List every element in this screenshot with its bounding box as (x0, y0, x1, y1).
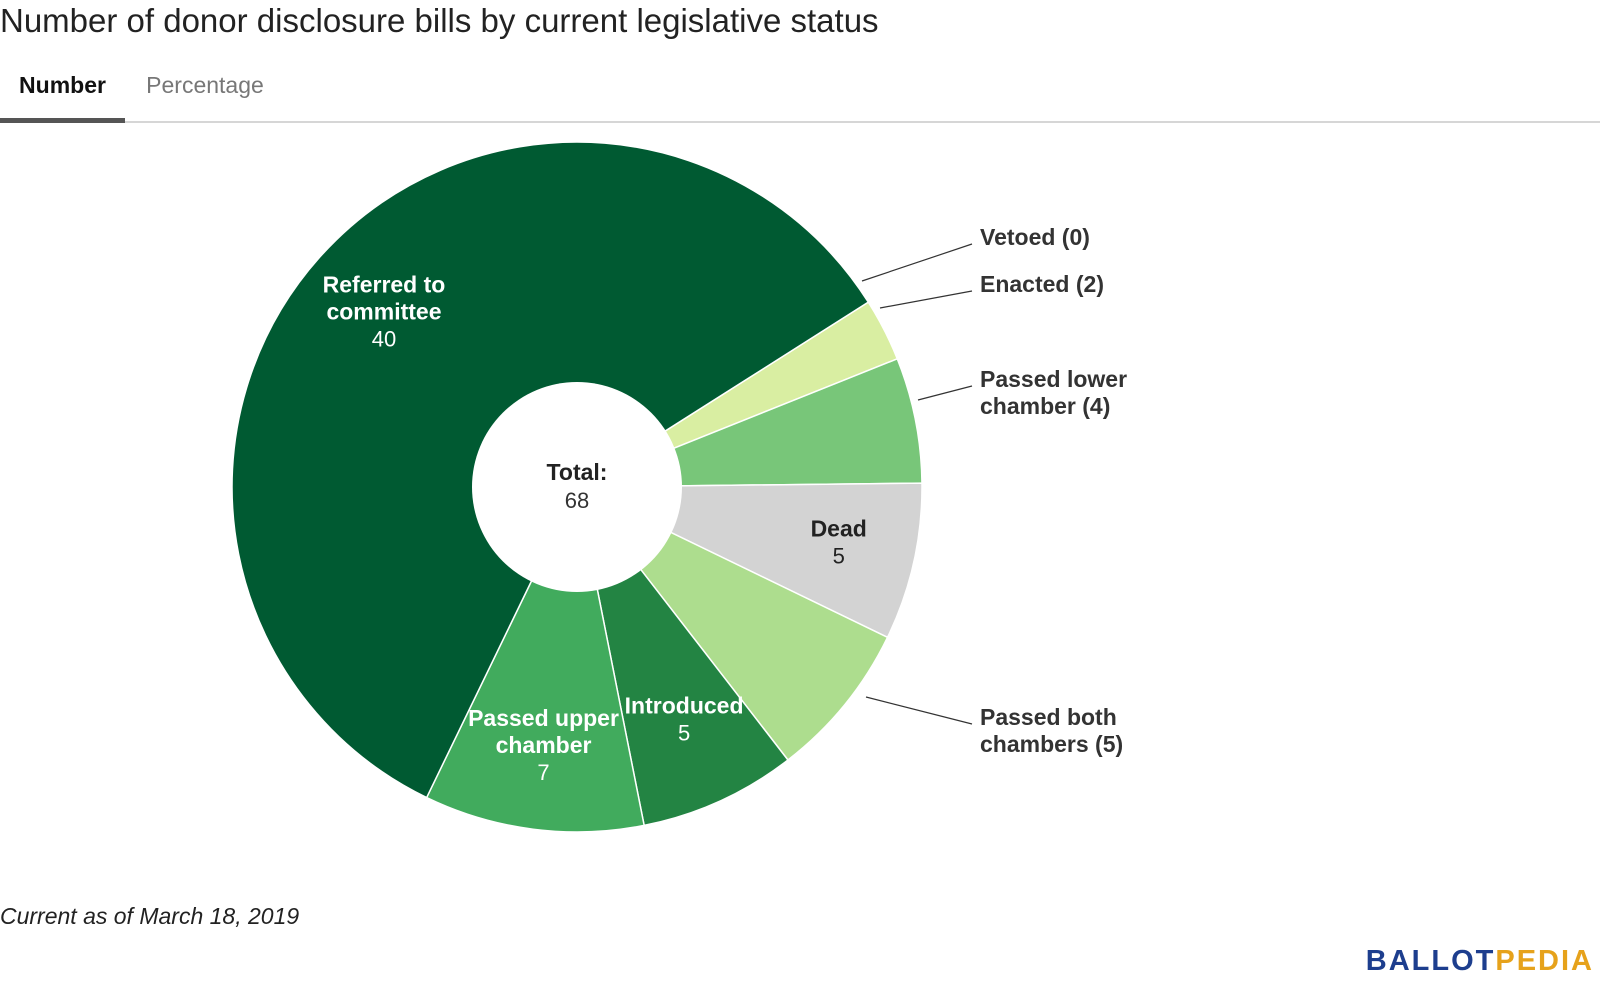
slice-label-passed-upper-chamber: Passed upper chamber 7 (468, 705, 619, 785)
outside-label-line: chambers (5) (980, 731, 1123, 757)
leader-line-passed-lower-chamber (917, 385, 973, 401)
donut-hole (472, 382, 682, 592)
center-total-value: 68 (565, 488, 589, 513)
slice-value-referred-to-committee: 40 (372, 326, 396, 351)
outside-label-line: Vetoed (0) (980, 224, 1090, 250)
outside-label-vetoed: Vetoed (0) (980, 224, 1090, 250)
leader-line-passed-both-chambers (865, 696, 973, 725)
slice-value-introduced: 5 (678, 720, 690, 745)
outside-label-passed-both-chambers: Passed both chambers (5) (980, 704, 1123, 757)
slice-label-line: Dead (811, 516, 867, 542)
footnote: Current as of March 18, 2019 (0, 903, 300, 929)
tab-percentage[interactable]: Percentage (146, 72, 264, 98)
tabs-divider (0, 121, 1600, 123)
ballotpedia-logo[interactable]: BALLOTPEDIA (1366, 945, 1594, 978)
chart-title: Number of donor disclosure bills by curr… (0, 2, 879, 39)
outside-label-passed-lower-chamber: Passed lower chamber (4) (980, 366, 1127, 419)
slice-label-introduced: Introduced 5 (625, 692, 744, 745)
slice-label-line: Passed upper (468, 705, 619, 731)
leader-line-enacted (879, 290, 973, 309)
slice-label-line: committee (326, 298, 441, 324)
logo-part-pedia: PEDIA (1495, 945, 1594, 977)
leader-line-vetoed (861, 243, 973, 282)
slice-label-line: Referred to (323, 271, 446, 297)
slice-label-referred-to-committee: Referred to committee 40 (323, 271, 446, 351)
tab-number[interactable]: Number (0, 72, 125, 123)
slice-label-dead: Dead 5 (811, 516, 867, 569)
outside-label-enacted: Enacted (2) (980, 271, 1104, 297)
center-total-label: Total: (547, 459, 608, 485)
logo-part-ballot: BALLOT (1365, 945, 1496, 977)
slice-label-line: Introduced (625, 692, 744, 718)
view-tabs: Number Percentage (0, 62, 1600, 123)
outside-label-line: Passed both (980, 704, 1117, 730)
slice-label-line: chamber (496, 732, 592, 758)
outside-label-line: chamber (4) (980, 393, 1110, 419)
donut-chart: Vetoed (0)Enacted (2)Passed lower chamber… (231, 141, 1127, 833)
outside-label-line: Passed lower (980, 366, 1127, 392)
outside-label-line: Enacted (2) (980, 271, 1104, 297)
slice-value-dead: 5 (833, 544, 845, 569)
slice-value-passed-upper-chamber: 7 (537, 760, 549, 785)
